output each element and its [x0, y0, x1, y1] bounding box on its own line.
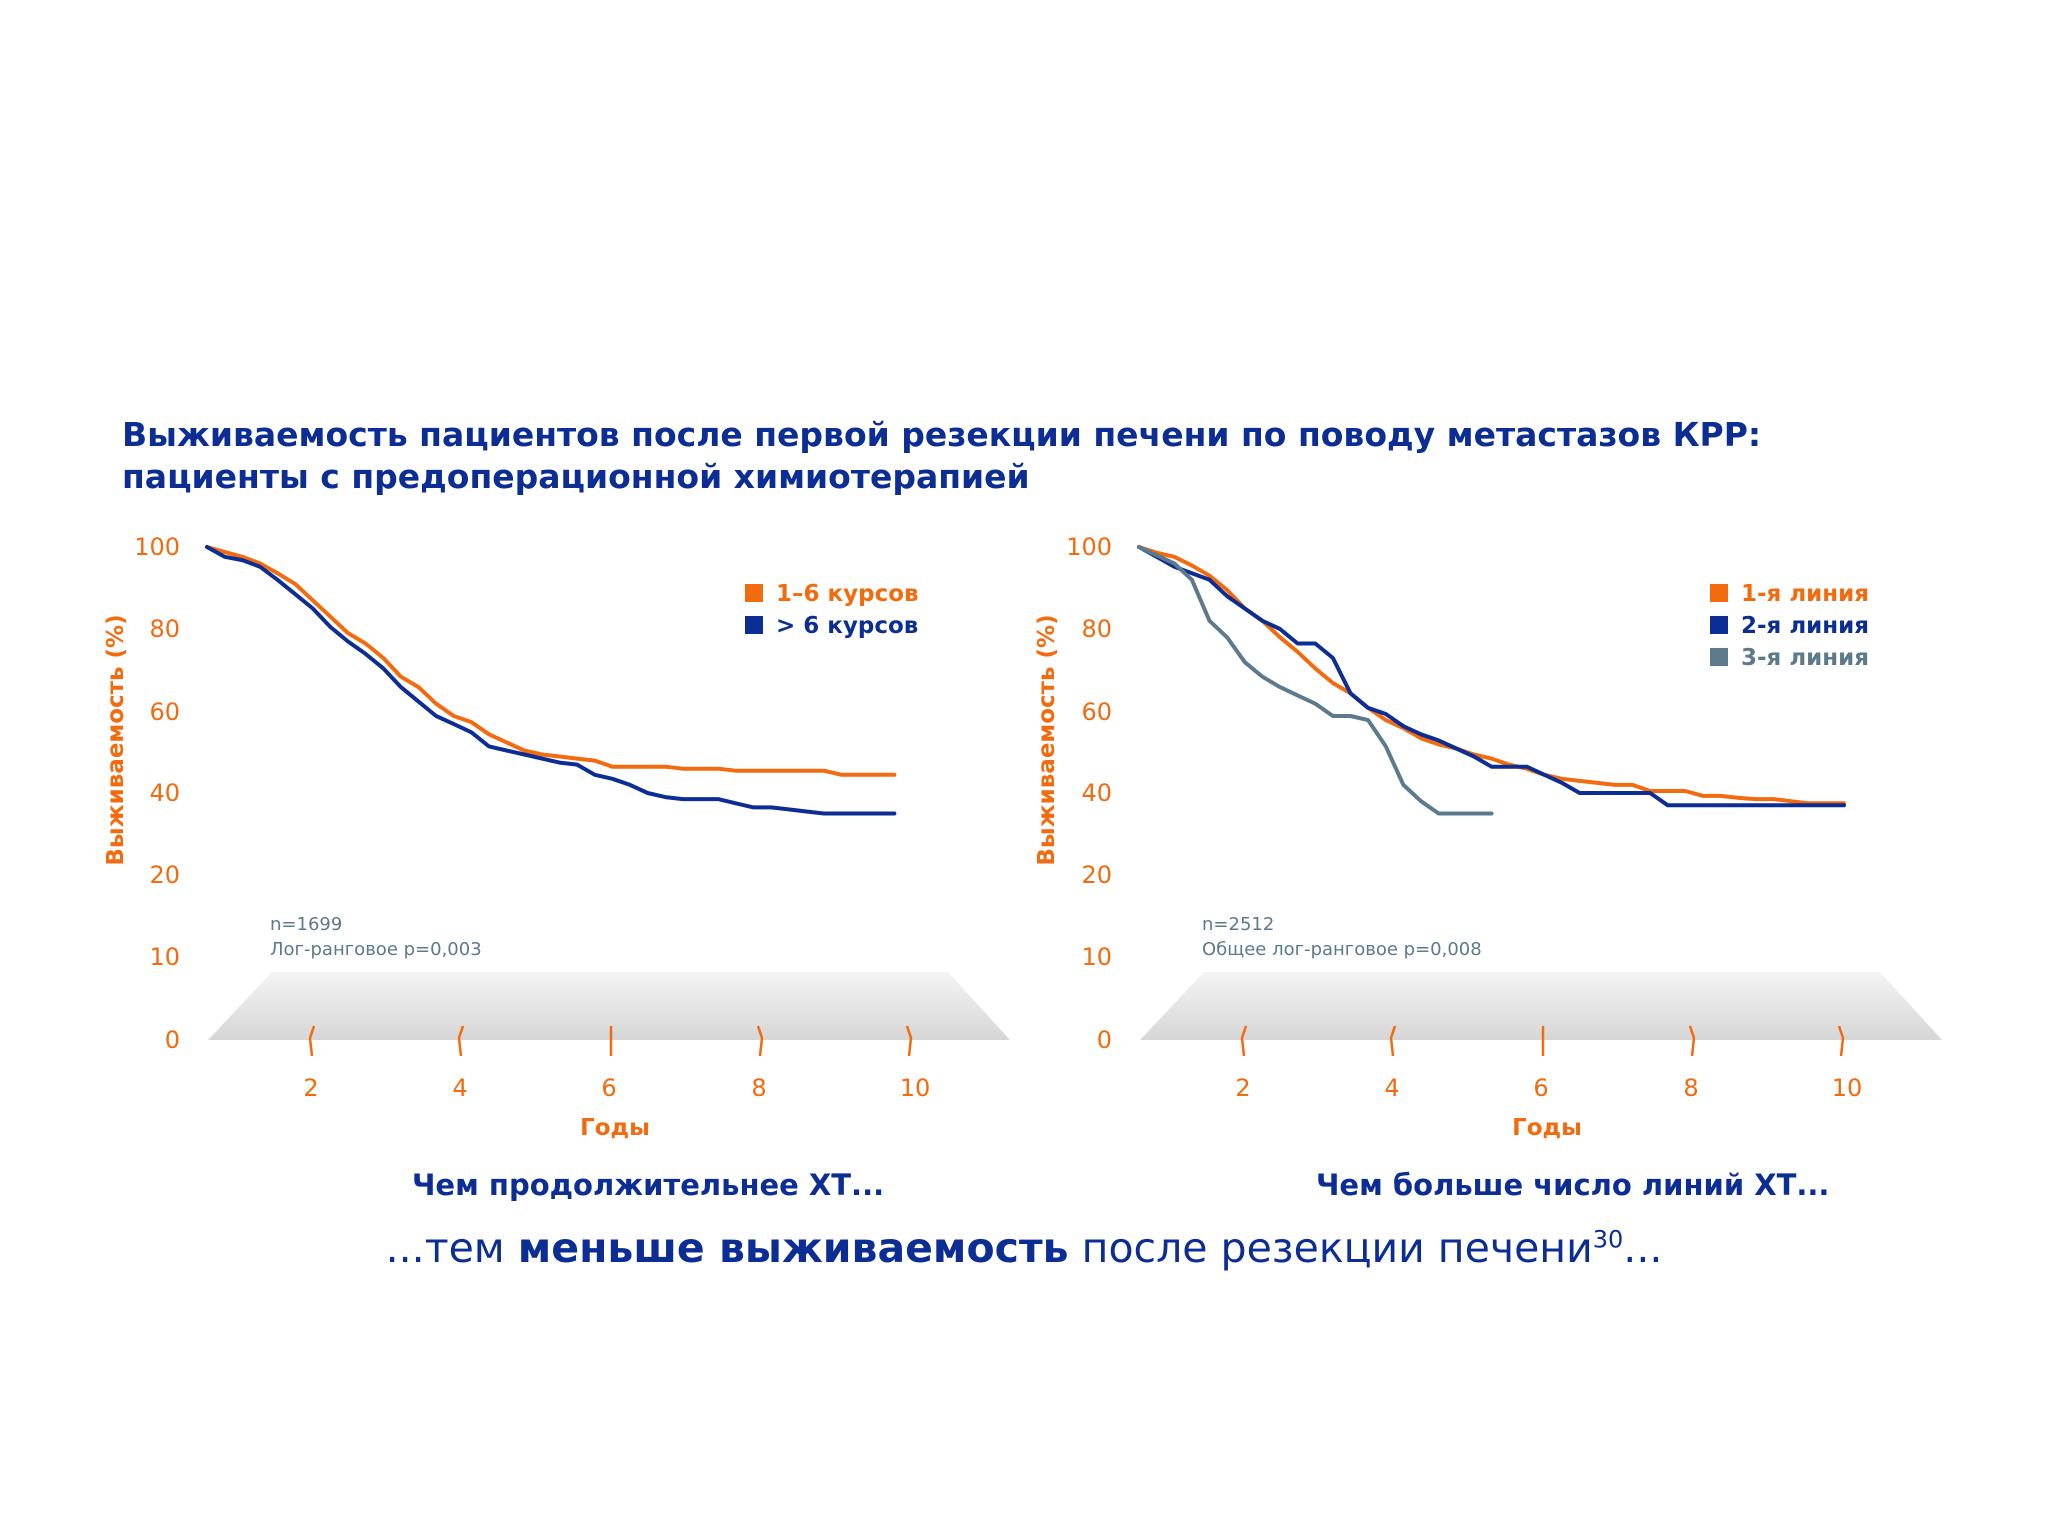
x-tick-mark — [756, 1025, 764, 1057]
y-tick-label: 100 — [134, 533, 180, 561]
x-tick-label: 10 — [900, 1074, 931, 1102]
chart-title-line2: пациенты с предоперационной химиотерапие… — [122, 457, 1030, 496]
x-tick-label: 8 — [751, 1074, 766, 1102]
chart-right-x-axis-title: Годы — [1512, 1115, 1582, 1141]
legend-swatch-orange — [745, 584, 763, 602]
chart-left-x-axis-title: Годы — [580, 1115, 650, 1141]
chart-left-y-axis-title: Выживаемость (%) — [103, 614, 129, 865]
y-tick-label: 10 — [149, 943, 180, 971]
legend-label: 1-я линия — [1741, 581, 1869, 607]
conclusion-suffix: после резекции печени — [1068, 1224, 1593, 1272]
y-tick-label: 100 — [1066, 533, 1112, 561]
chart-left-floor — [208, 972, 1010, 1040]
y-tick-label: 40 — [149, 779, 180, 807]
y-tick-label: 60 — [1081, 698, 1112, 726]
x-tick-label: 8 — [1683, 1074, 1698, 1102]
chart-right-legend: 1-я линия 2-я линия 3-я линия — [1710, 581, 1869, 671]
series-line-2 — [205, 545, 897, 816]
chart-left-x-tick-marks — [308, 1025, 913, 1057]
y-tick-label: 0 — [165, 1026, 180, 1054]
x-tick-label: 10 — [1832, 1074, 1863, 1102]
legend-label: 3-я линия — [1741, 645, 1869, 671]
y-tick-label: 0 — [1097, 1026, 1112, 1054]
legend-label: > 6 курсов — [776, 613, 918, 639]
y-tick-label: 80 — [149, 615, 180, 643]
series-line-3 — [1137, 545, 1494, 816]
chart-left-pvalue: Лог-ранговое p=0,003 — [270, 939, 482, 960]
series-line-1 — [205, 545, 897, 777]
x-tick-mark — [1389, 1025, 1397, 1057]
x-tick-mark — [308, 1025, 316, 1057]
legend-swatch-orange — [1710, 584, 1728, 602]
chart-right-x-tick-marks — [1240, 1025, 1845, 1057]
legend-label: 2-я линия — [1741, 613, 1869, 639]
x-tick-mark — [1688, 1025, 1696, 1057]
y-tick-label: 60 — [149, 698, 180, 726]
chart-right-lines — [1137, 545, 1846, 816]
chart-right-floor — [1140, 972, 1942, 1040]
conclusion-prefix: ...тем — [385, 1224, 518, 1272]
x-tick-mark — [905, 1025, 913, 1057]
y-tick-label: 10 — [1081, 943, 1112, 971]
chart-left: 100 80 60 40 20 10 0 Выживаемость (%) 2 … — [103, 533, 1010, 1141]
conclusion-bold: меньше выживаемость — [517, 1224, 1069, 1272]
x-tick-mark — [457, 1025, 465, 1057]
conclusion-text: ...тем меньше выживаемость после резекци… — [0, 1224, 2048, 1272]
y-tick-label: 20 — [1081, 861, 1112, 889]
chart-right-sample-size: n=2512 — [1202, 914, 1274, 935]
chart-left-y-ticks: 100 80 60 40 20 10 0 — [134, 533, 180, 1054]
chart-left-lines — [205, 545, 897, 816]
chart-right: 100 80 60 40 20 10 0 Выживаемость (%) 2 … — [1034, 533, 1942, 1141]
chart-right-y-axis-title: Выживаемость (%) — [1034, 614, 1060, 865]
x-tick-label: 6 — [601, 1074, 616, 1102]
chart-right-pvalue: Общее лог-ранговое p=0,008 — [1202, 939, 1482, 960]
y-tick-label: 40 — [1081, 779, 1112, 807]
caption-left: Чем продолжительнее ХТ... — [412, 1168, 885, 1202]
x-tick-label: 2 — [1235, 1074, 1250, 1102]
x-tick-label: 4 — [1384, 1074, 1399, 1102]
chart-right-x-ticks: 2 4 6 8 10 — [1235, 1074, 1862, 1102]
x-tick-label: 4 — [452, 1074, 467, 1102]
chart-left-x-ticks: 2 4 6 8 10 — [303, 1074, 930, 1102]
chart-left-sample-size: n=1699 — [270, 914, 342, 935]
x-tick-label: 2 — [303, 1074, 318, 1102]
chart-left-legend: 1–6 курсов > 6 курсов — [745, 581, 919, 639]
y-tick-label: 20 — [149, 861, 180, 889]
series-line-2 — [1137, 545, 1846, 808]
caption-right: Чем больше число линий ХТ... — [1316, 1168, 1830, 1202]
x-tick-label: 6 — [1533, 1074, 1548, 1102]
legend-swatch-blue — [1710, 616, 1728, 634]
chart-title: Выживаемость пациентов после первой резе… — [122, 414, 1761, 498]
y-tick-label: 80 — [1081, 615, 1112, 643]
conclusion-end: ... — [1623, 1224, 1663, 1272]
x-tick-mark — [1240, 1025, 1248, 1057]
chart-right-y-ticks: 100 80 60 40 20 10 0 — [1066, 533, 1112, 1054]
chart-title-line1: Выживаемость пациентов после первой резе… — [122, 415, 1762, 454]
x-tick-mark — [1837, 1025, 1845, 1057]
legend-swatch-grey — [1710, 648, 1728, 666]
conclusion-reference: 30 — [1592, 1225, 1624, 1254]
legend-swatch-blue — [745, 616, 763, 634]
legend-label: 1–6 курсов — [776, 581, 919, 607]
